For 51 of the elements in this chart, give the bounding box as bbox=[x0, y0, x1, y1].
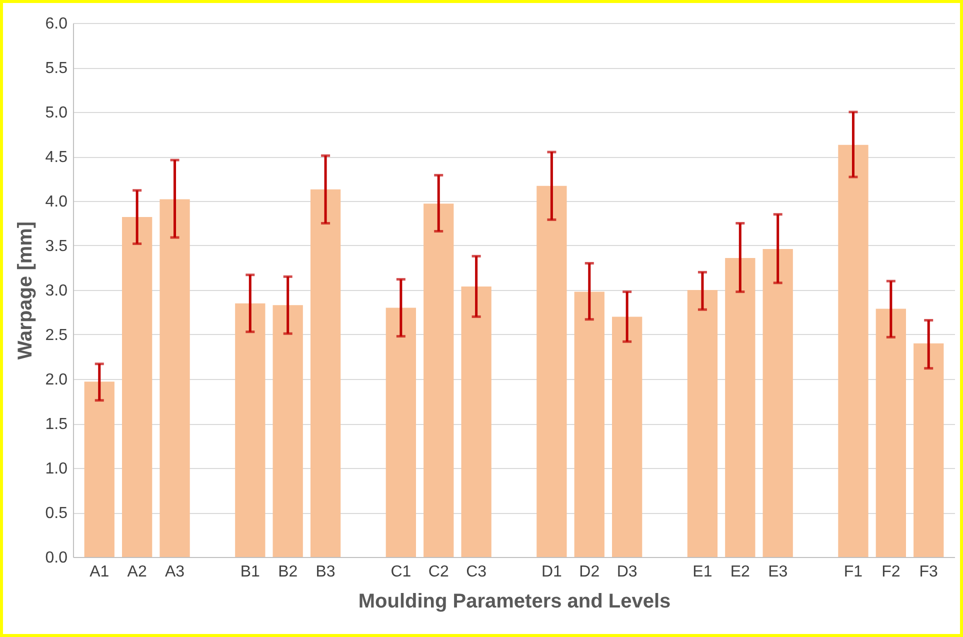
bar bbox=[574, 292, 604, 557]
x-tick-label: B2 bbox=[278, 564, 298, 580]
x-tick-label: F3 bbox=[919, 564, 938, 580]
x-tick-label: C2 bbox=[428, 564, 449, 580]
y-tick-label: 0.0 bbox=[45, 550, 68, 566]
x-tick-label: D3 bbox=[616, 564, 638, 580]
bar bbox=[235, 303, 266, 557]
bar bbox=[84, 382, 114, 557]
bar bbox=[725, 258, 756, 557]
y-tick-label: 3.0 bbox=[45, 282, 68, 300]
y-tick-label: 2.0 bbox=[45, 372, 68, 388]
y-axis-title: Warpage [mm] bbox=[14, 221, 36, 360]
bar bbox=[838, 144, 868, 557]
bar bbox=[612, 316, 642, 557]
x-tick-label: E1 bbox=[692, 564, 712, 580]
bar bbox=[122, 217, 152, 557]
x-tick-label: E2 bbox=[730, 564, 750, 580]
bar bbox=[762, 249, 793, 557]
y-tick-label: 4.5 bbox=[45, 149, 68, 166]
y-tick-label: 6.0 bbox=[45, 16, 68, 32]
bar bbox=[914, 343, 944, 557]
y-tick-label: 3.5 bbox=[45, 238, 68, 255]
x-tick-label: F1 bbox=[844, 564, 863, 580]
bar bbox=[160, 199, 190, 557]
x-tick-label: A2 bbox=[127, 564, 147, 580]
bar bbox=[536, 186, 567, 557]
bar bbox=[461, 286, 492, 557]
x-tick-label: E3 bbox=[768, 564, 788, 580]
x-tick-label: C3 bbox=[466, 564, 487, 580]
y-tick-label: 1.0 bbox=[45, 460, 68, 478]
x-tick-label: B3 bbox=[316, 564, 336, 580]
bar bbox=[386, 308, 416, 557]
y-tick-label: 0.5 bbox=[45, 505, 68, 522]
bar bbox=[876, 308, 906, 557]
x-tick-label: D1 bbox=[541, 564, 562, 580]
bar bbox=[310, 189, 341, 557]
y-tick-label: 1.5 bbox=[45, 416, 68, 433]
bar bbox=[687, 290, 718, 557]
x-tick-label: F2 bbox=[882, 564, 900, 580]
x-axis-title: Moulding Parameters and Levels bbox=[358, 590, 671, 612]
bar bbox=[424, 204, 454, 557]
y-tick-label: 4.0 bbox=[45, 194, 68, 210]
x-tick-label: A1 bbox=[90, 564, 110, 580]
x-tick-label: A3 bbox=[164, 564, 185, 580]
x-tick-label: C1 bbox=[390, 564, 412, 580]
bar bbox=[272, 305, 303, 557]
x-tick-label: B1 bbox=[240, 564, 260, 580]
y-tick-label: 5.5 bbox=[45, 60, 68, 77]
y-tick-label: 2.5 bbox=[45, 327, 68, 344]
x-tick-label: D2 bbox=[579, 564, 600, 580]
y-tick-label: 5.0 bbox=[45, 104, 68, 122]
